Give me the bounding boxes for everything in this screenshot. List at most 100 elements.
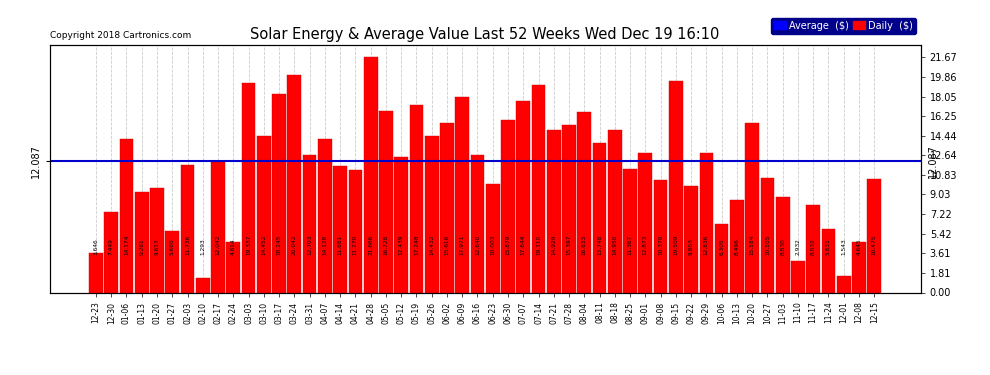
Bar <box>242 82 255 292</box>
Text: 15.584: 15.584 <box>749 235 754 255</box>
Bar <box>776 196 790 292</box>
Bar <box>745 123 759 292</box>
Bar <box>653 180 667 292</box>
Text: 14.432: 14.432 <box>430 235 435 255</box>
Bar <box>120 139 134 292</box>
Text: 14.128: 14.128 <box>323 235 328 255</box>
Bar <box>257 136 270 292</box>
Text: 12.873: 12.873 <box>643 235 647 255</box>
Text: 13.748: 13.748 <box>597 235 602 255</box>
Bar <box>822 229 836 292</box>
Text: 8.830: 8.830 <box>780 238 785 255</box>
Bar <box>89 253 103 292</box>
Bar <box>608 130 622 292</box>
Bar <box>196 279 210 292</box>
Bar <box>318 139 332 292</box>
Text: 14.452: 14.452 <box>261 235 266 255</box>
Text: 14.929: 14.929 <box>551 235 556 255</box>
Bar <box>501 120 515 292</box>
Text: 6.305: 6.305 <box>719 238 724 255</box>
Bar <box>623 169 637 292</box>
Bar <box>150 188 164 292</box>
Bar <box>684 186 698 292</box>
Text: 9.613: 9.613 <box>154 239 159 255</box>
Bar <box>394 158 408 292</box>
Text: 3.646: 3.646 <box>93 239 98 255</box>
Text: 12.087: 12.087 <box>928 144 938 178</box>
Text: 12.042: 12.042 <box>216 235 221 255</box>
Text: 14.950: 14.950 <box>612 235 618 255</box>
Text: 17.971: 17.971 <box>459 235 464 255</box>
Text: 16.633: 16.633 <box>582 235 587 255</box>
Bar <box>867 179 881 292</box>
Bar <box>760 178 774 292</box>
Text: 11.736: 11.736 <box>185 235 190 255</box>
Bar <box>577 112 591 292</box>
Bar <box>441 123 453 292</box>
Text: 1.543: 1.543 <box>842 238 846 255</box>
Bar <box>700 153 713 292</box>
Text: 1.293: 1.293 <box>200 238 205 255</box>
Bar <box>715 224 729 292</box>
Text: 21.666: 21.666 <box>368 235 373 255</box>
Bar <box>104 211 118 292</box>
Text: 19.509: 19.509 <box>673 235 678 255</box>
Text: 11.270: 11.270 <box>352 235 358 255</box>
Title: Solar Energy & Average Value Last 52 Weeks Wed Dec 19 16:10: Solar Energy & Average Value Last 52 Wee… <box>250 27 720 42</box>
Bar <box>303 154 317 292</box>
Text: 10.379: 10.379 <box>658 235 663 255</box>
Bar <box>517 101 530 292</box>
Text: 9.261: 9.261 <box>140 239 145 255</box>
Text: 12.836: 12.836 <box>704 235 709 255</box>
Text: 15.397: 15.397 <box>566 235 571 255</box>
Text: 14.174: 14.174 <box>124 235 129 255</box>
Bar <box>272 94 286 292</box>
Text: 17.644: 17.644 <box>521 235 526 255</box>
Bar <box>227 242 241 292</box>
Bar <box>562 125 576 292</box>
Text: 7.449: 7.449 <box>109 238 114 255</box>
Text: 4.614: 4.614 <box>231 239 236 255</box>
Bar <box>180 165 194 292</box>
Bar <box>546 130 560 292</box>
Text: 4.645: 4.645 <box>856 238 861 255</box>
Bar <box>455 98 469 292</box>
Text: 20.042: 20.042 <box>292 235 297 255</box>
Bar <box>791 261 805 292</box>
Bar <box>470 155 484 292</box>
Bar <box>211 162 225 292</box>
Bar <box>486 184 500 292</box>
Bar <box>425 136 439 292</box>
Bar <box>532 85 545 292</box>
Bar <box>837 276 850 292</box>
Text: 15.616: 15.616 <box>445 235 449 255</box>
Bar <box>669 81 683 292</box>
Text: 11.681: 11.681 <box>338 235 343 255</box>
Bar <box>852 242 866 292</box>
Text: 17.248: 17.248 <box>414 235 419 255</box>
Text: 11.367: 11.367 <box>628 235 633 255</box>
Text: 18.245: 18.245 <box>276 235 281 255</box>
Text: 10.505: 10.505 <box>765 235 770 255</box>
Text: 10.003: 10.003 <box>490 235 495 255</box>
Bar <box>363 57 377 292</box>
Text: 19.110: 19.110 <box>536 235 541 255</box>
Text: 5.660: 5.660 <box>169 239 175 255</box>
Text: 15.879: 15.879 <box>506 235 511 255</box>
Text: 8.496: 8.496 <box>735 238 740 255</box>
Text: 9.803: 9.803 <box>689 238 694 255</box>
Text: 5.831: 5.831 <box>826 238 831 255</box>
Bar <box>410 105 424 292</box>
Bar <box>334 166 347 292</box>
Bar <box>806 205 820 292</box>
Bar <box>593 143 607 292</box>
Text: 8.032: 8.032 <box>811 238 816 255</box>
Bar <box>287 75 301 292</box>
Text: 10.475: 10.475 <box>872 235 877 255</box>
Bar <box>165 231 179 292</box>
Bar <box>135 192 148 292</box>
Bar <box>639 153 652 292</box>
Legend: Average  ($), Daily  ($): Average ($), Daily ($) <box>771 18 916 33</box>
Text: 19.337: 19.337 <box>247 235 251 255</box>
Text: 12.703: 12.703 <box>307 235 312 255</box>
